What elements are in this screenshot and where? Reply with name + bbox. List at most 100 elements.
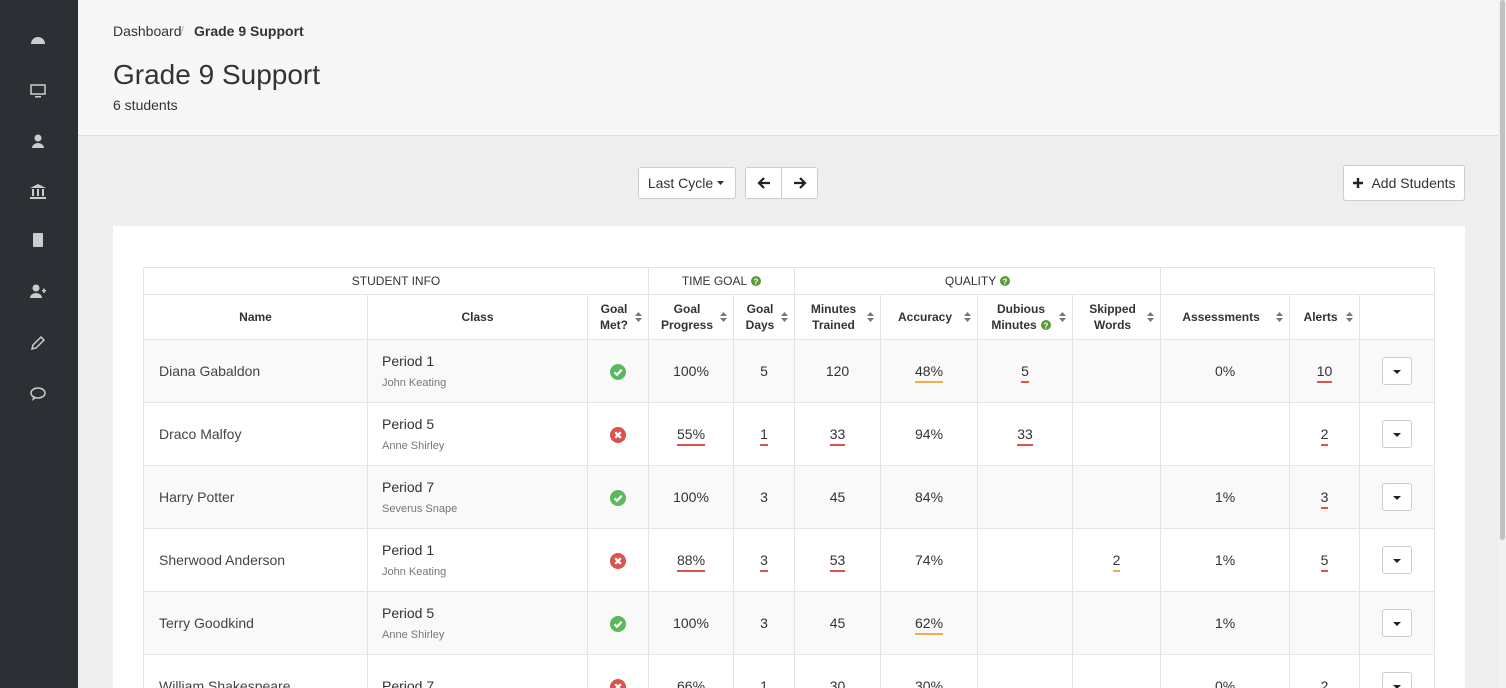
student-name[interactable]: Terry Goodkind <box>143 591 368 655</box>
column-label-text: Accuracy <box>897 310 953 324</box>
cell-value: 30% <box>915 678 944 688</box>
group-header: TIME GOAL? <box>648 267 796 295</box>
class-period: Period 5 <box>382 605 435 621</box>
cell-value: 2 <box>1320 426 1329 446</box>
next-button[interactable] <box>781 167 818 199</box>
column-header[interactable]: Goal Met? <box>586 294 650 340</box>
cycle-label: Last Cycle <box>647 175 714 191</box>
actions-cell <box>1359 339 1436 403</box>
add-students-button[interactable]: Add Students <box>1343 165 1465 201</box>
help-icon: ? <box>1000 276 1011 286</box>
cell-value: 100% <box>673 615 709 631</box>
column-label-text: Name <box>239 310 272 324</box>
cell-value: 120 <box>825 363 850 379</box>
monitor-icon[interactable] <box>29 82 47 100</box>
cell-value: 66% <box>677 678 706 688</box>
column-header[interactable]: Minutes Trained <box>794 294 882 340</box>
value-cell <box>977 654 1074 688</box>
goal-met-icon <box>610 489 626 506</box>
column-label: Minutes Trained <box>795 301 880 333</box>
chat-icon[interactable] <box>29 385 47 403</box>
column-header[interactable]: Accuracy <box>880 294 979 340</box>
column-header[interactable]: Alerts <box>1289 294 1361 340</box>
student-icon[interactable] <box>29 132 47 150</box>
class-period: Period 1 <box>382 353 435 369</box>
goal-missed-icon <box>610 678 626 688</box>
column-label-text: Goal Met? <box>600 302 628 332</box>
value-cell: 33 <box>977 402 1074 466</box>
value-cell: 33 <box>794 402 882 466</box>
scrollbar-thumb[interactable] <box>1500 0 1505 540</box>
class-teacher: Severus Snape <box>382 503 458 515</box>
class-period: Period 5 <box>382 416 435 432</box>
cell-value: 55% <box>677 426 706 446</box>
pencil-icon[interactable] <box>29 334 47 352</box>
cell-value: 1 <box>760 678 768 688</box>
row-dropdown[interactable] <box>1382 546 1413 574</box>
value-cell <box>1160 402 1291 466</box>
student-name[interactable]: Harry Potter <box>143 465 368 529</box>
row-dropdown[interactable] <box>1382 357 1413 385</box>
school-icon[interactable] <box>29 182 47 200</box>
column-header[interactable]: Skipped Words <box>1072 294 1162 340</box>
column-header[interactable]: Goal Days <box>733 294 796 340</box>
column-header[interactable]: Goal Progress <box>648 294 735 340</box>
class-cell: Period 1 John Keating <box>367 528 588 592</box>
cycle-dropdown[interactable]: Last Cycle <box>638 167 736 199</box>
arrow-left <box>756 177 770 189</box>
table-body: Diana Gabaldon Period 1 John Keating 100% 5 1… <box>143 339 1436 688</box>
breadcrumb-separator: / <box>180 23 184 39</box>
caret <box>1393 622 1402 626</box>
cell-value: 2 <box>1320 678 1329 688</box>
prev-button[interactable] <box>745 167 782 199</box>
column-header-row: Name Class Goal Met? Goal Progress Goal Days… <box>143 294 1436 340</box>
column-label: Assessments <box>1161 309 1289 325</box>
cell-value: 33 <box>829 426 846 446</box>
value-cell: 45 <box>794 591 882 655</box>
cell-value: 48% <box>915 363 944 383</box>
cell-value: 2 <box>1112 552 1121 572</box>
value-cell: 100% <box>648 465 735 529</box>
student-name[interactable]: William Shakespeare <box>143 654 368 688</box>
row-dropdown[interactable] <box>1382 672 1413 688</box>
goal-missed-icon <box>610 426 626 443</box>
cell-value: 0% <box>1214 363 1236 379</box>
breadcrumb-link[interactable]: Dashboard <box>113 23 182 39</box>
class-teacher: John Keating <box>382 377 447 389</box>
goal-met-cell <box>586 402 650 466</box>
actions-cell <box>1359 591 1436 655</box>
caret <box>717 181 725 185</box>
add-user-icon[interactable] <box>29 282 47 300</box>
help-icon: ? <box>1040 320 1051 330</box>
student-row: Draco Malfoy Period 5 Anne Shirley 55% 1 33 94… <box>143 402 1436 466</box>
student-name[interactable]: Draco Malfoy <box>143 402 368 466</box>
book-icon[interactable] <box>29 231 47 249</box>
value-cell: 53 <box>794 528 882 592</box>
row-dropdown[interactable] <box>1382 609 1413 637</box>
actions-cell <box>1359 528 1436 592</box>
cell-value: 53 <box>829 552 846 572</box>
value-cell: 62% <box>880 591 979 655</box>
column-header: Class <box>367 294 588 340</box>
value-cell: 5 <box>977 339 1074 403</box>
value-cell <box>977 591 1074 655</box>
dashboard-icon[interactable] <box>29 31 47 49</box>
row-dropdown[interactable] <box>1382 420 1413 448</box>
value-cell: 94% <box>880 402 979 466</box>
student-name[interactable]: Diana Gabaldon <box>143 339 368 403</box>
cell-value: 10 <box>1316 363 1333 383</box>
column-label-text: Skipped Words <box>1089 302 1136 332</box>
value-cell: 1 <box>733 654 796 688</box>
goal-met-cell <box>586 465 650 529</box>
column-label-text: Alerts <box>1303 310 1338 324</box>
page-title: Grade 9 Support <box>113 59 321 90</box>
value-cell: 3 <box>1289 465 1361 529</box>
column-label: Class <box>368 309 587 325</box>
student-name[interactable]: Sherwood Anderson <box>143 528 368 592</box>
column-header[interactable]: Dubious Minutes? <box>977 294 1074 340</box>
row-dropdown[interactable] <box>1382 483 1413 511</box>
value-cell: 30 <box>794 654 882 688</box>
group-header: STUDENT INFO <box>142 267 650 295</box>
column-header[interactable]: Assessments <box>1160 294 1291 340</box>
goal-met-icon <box>610 615 626 632</box>
